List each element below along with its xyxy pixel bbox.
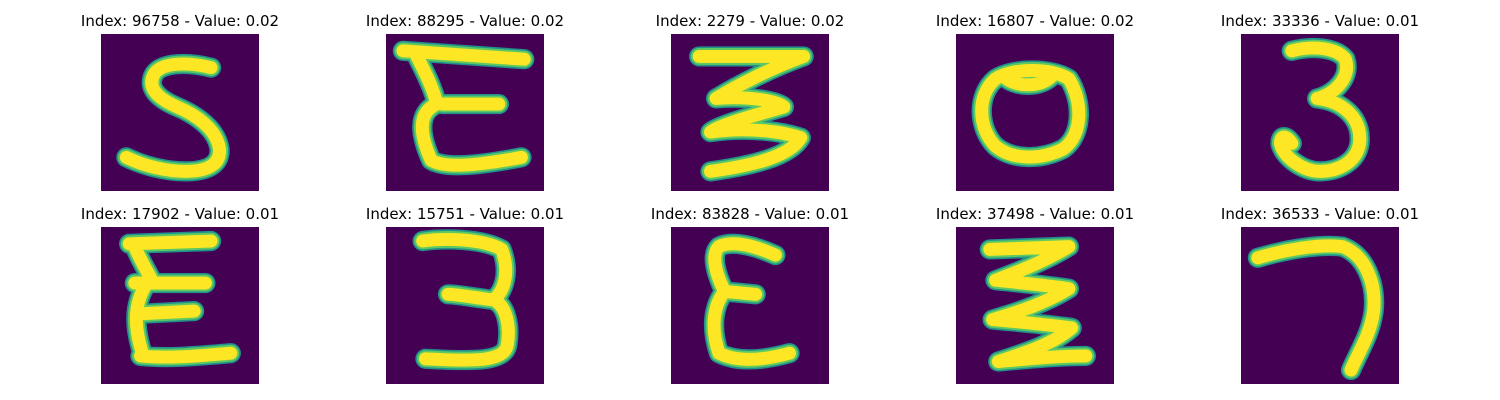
panel-5: Index: 33336 - Value: 0.01 xyxy=(1210,12,1430,202)
digit-image xyxy=(671,34,829,191)
panel-10: Index: 36533 - Value: 0.01 xyxy=(1210,205,1430,395)
panel-title: Index: 88295 - Value: 0.02 xyxy=(365,12,565,30)
panel-7: Index: 15751 - Value: 0.01 xyxy=(355,205,575,395)
panel-6: Index: 17902 - Value: 0.01 xyxy=(70,205,290,395)
digit-image xyxy=(101,34,259,191)
panel-title: Index: 83828 - Value: 0.01 xyxy=(650,205,850,223)
panel-title: Index: 16807 - Value: 0.02 xyxy=(935,12,1135,30)
panel-title: Index: 36533 - Value: 0.01 xyxy=(1220,205,1420,223)
digit-image xyxy=(1241,227,1399,384)
digit-image xyxy=(956,34,1114,191)
panel-title: Index: 15751 - Value: 0.01 xyxy=(365,205,565,223)
panel-3: Index: 2279 - Value: 0.02 xyxy=(640,12,860,202)
panel-title: Index: 33336 - Value: 0.01 xyxy=(1220,12,1420,30)
digit-image xyxy=(386,34,544,191)
panel-title: Index: 37498 - Value: 0.01 xyxy=(935,205,1135,223)
digit-image xyxy=(671,227,829,384)
panel-8: Index: 83828 - Value: 0.01 xyxy=(640,205,860,395)
panel-2: Index: 88295 - Value: 0.02 xyxy=(355,12,575,202)
panel-4: Index: 16807 - Value: 0.02 xyxy=(925,12,1145,202)
panel-9: Index: 37498 - Value: 0.01 xyxy=(925,205,1145,395)
panel-title: Index: 2279 - Value: 0.02 xyxy=(655,12,845,30)
digit-image xyxy=(1241,34,1399,191)
digit-image xyxy=(386,227,544,384)
panel-title: Index: 96758 - Value: 0.02 xyxy=(80,12,280,30)
panel-1: Index: 96758 - Value: 0.02 xyxy=(70,12,290,202)
panel-title: Index: 17902 - Value: 0.01 xyxy=(80,205,280,223)
digit-image xyxy=(101,227,259,384)
digit-image xyxy=(956,227,1114,384)
